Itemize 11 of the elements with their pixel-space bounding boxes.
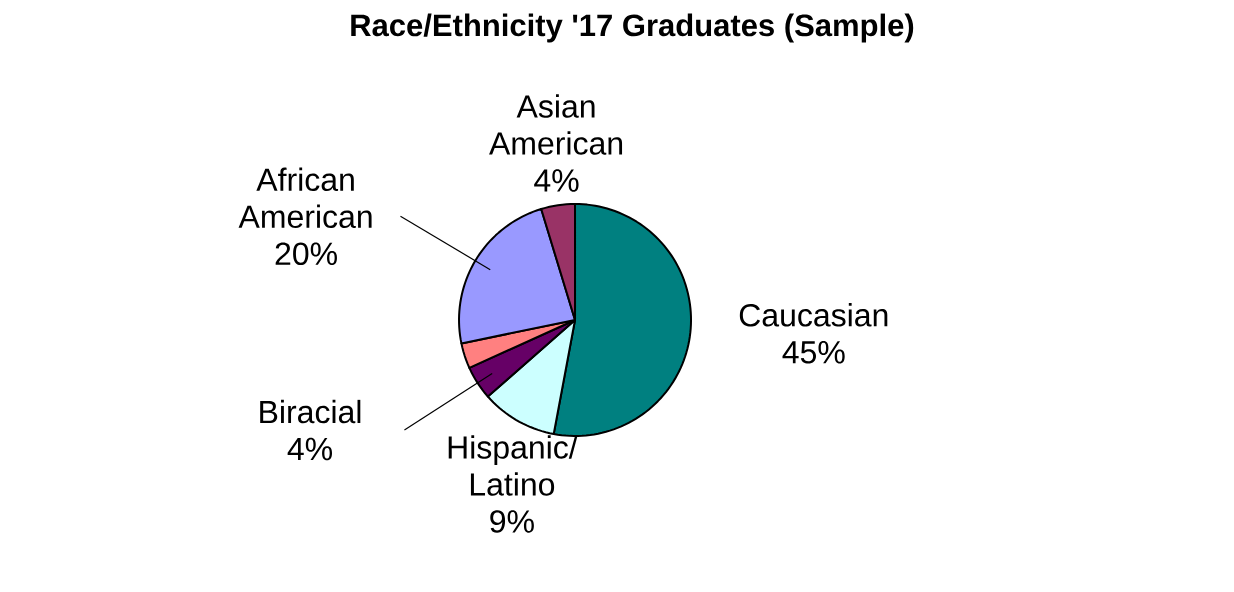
data-label: 9% [490, 510, 534, 533]
slice-label: Hispanic/ Latino [448, 435, 578, 496]
slice-label: African American [238, 167, 372, 229]
data-label: 45% [782, 341, 845, 364]
data-label: 4% [534, 169, 579, 192]
data-label: 4% [287, 437, 333, 461]
data-label: 20% [275, 242, 337, 266]
slice-label: Asian American [489, 94, 623, 155]
chart-title: Race/Ethnicity '17 Graduates (Sample) [351, 13, 914, 43]
slice-label: Caucasian [739, 303, 888, 327]
legend-label: Biracial [260, 399, 361, 424]
